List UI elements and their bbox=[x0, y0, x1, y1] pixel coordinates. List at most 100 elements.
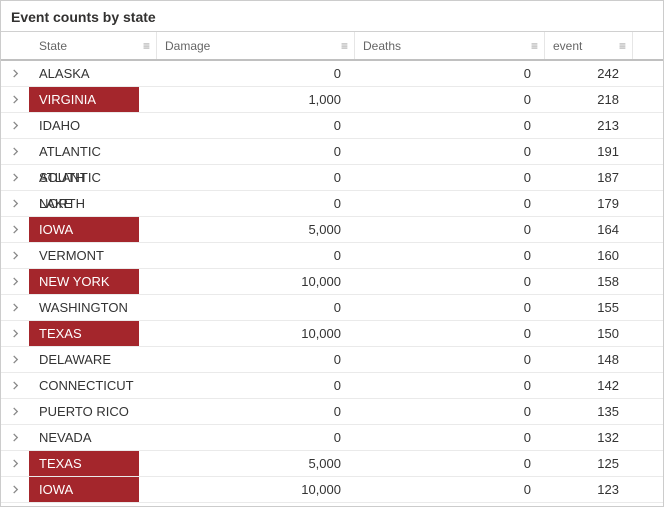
cell-event: 132 bbox=[545, 425, 633, 450]
cell-state: TEXAS bbox=[29, 451, 157, 476]
table-row[interactable]: IOWA10,0000123 bbox=[1, 477, 663, 503]
expand-icon[interactable] bbox=[1, 113, 29, 138]
header-state-label: State bbox=[39, 39, 67, 53]
cell-damage: 1,000 bbox=[157, 87, 355, 112]
cell-event: 148 bbox=[545, 347, 633, 372]
table-row[interactable]: ATLANTIC SOUTH00191 bbox=[1, 139, 663, 165]
table-row[interactable]: CONNECTICUT00142 bbox=[1, 373, 663, 399]
table-row[interactable]: TEXAS10,0000150 bbox=[1, 321, 663, 347]
table-row[interactable]: PUERTO RICO00135 bbox=[1, 399, 663, 425]
expand-icon[interactable] bbox=[1, 87, 29, 112]
results-panel: Event counts by state State ≡ Damage ≡ D… bbox=[0, 0, 664, 507]
cell-state: DELAWARE bbox=[29, 347, 157, 372]
cell-deaths: 0 bbox=[355, 191, 545, 216]
cell-deaths: 0 bbox=[355, 243, 545, 268]
header-damage-label: Damage bbox=[165, 39, 210, 53]
table-row[interactable]: ATLANTIC NORTH00187 bbox=[1, 165, 663, 191]
header-deaths[interactable]: Deaths ≡ bbox=[355, 32, 545, 59]
expand-icon[interactable] bbox=[1, 321, 29, 346]
expand-icon[interactable] bbox=[1, 373, 29, 398]
table-row[interactable]: DELAWARE00148 bbox=[1, 347, 663, 373]
expand-icon[interactable] bbox=[1, 191, 29, 216]
cell-damage: 0 bbox=[157, 425, 355, 450]
cell-tail bbox=[633, 113, 663, 138]
cell-event: 123 bbox=[545, 477, 633, 502]
cell-tail bbox=[633, 217, 663, 242]
cell-deaths: 0 bbox=[355, 373, 545, 398]
state-value: PUERTO RICO bbox=[29, 399, 139, 424]
menu-icon[interactable]: ≡ bbox=[531, 40, 538, 52]
data-grid: State ≡ Damage ≡ Deaths ≡ event ≡ ALASKA… bbox=[1, 31, 663, 503]
cell-damage: 10,000 bbox=[157, 269, 355, 294]
table-row[interactable]: LAKE MICHIGAN00179 bbox=[1, 191, 663, 217]
table-row[interactable]: WASHINGTON00155 bbox=[1, 295, 663, 321]
state-value: NEW YORK bbox=[29, 269, 139, 294]
table-row[interactable]: VERMONT00160 bbox=[1, 243, 663, 269]
cell-state: ATLANTIC NORTH bbox=[29, 165, 157, 190]
cell-state: PUERTO RICO bbox=[29, 399, 157, 424]
cell-damage: 10,000 bbox=[157, 321, 355, 346]
cell-tail bbox=[633, 425, 663, 450]
header-damage[interactable]: Damage ≡ bbox=[157, 32, 355, 59]
cell-deaths: 0 bbox=[355, 217, 545, 242]
cell-deaths: 0 bbox=[355, 295, 545, 320]
cell-tail bbox=[633, 477, 663, 502]
expand-icon[interactable] bbox=[1, 165, 29, 190]
cell-state: VERMONT bbox=[29, 243, 157, 268]
cell-tail bbox=[633, 269, 663, 294]
cell-damage: 0 bbox=[157, 347, 355, 372]
cell-tail bbox=[633, 451, 663, 476]
cell-state: CONNECTICUT bbox=[29, 373, 157, 398]
cell-damage: 0 bbox=[157, 113, 355, 138]
table-row[interactable]: ALASKA00242 bbox=[1, 61, 663, 87]
expand-icon[interactable] bbox=[1, 451, 29, 476]
table-row[interactable]: VIRGINIA1,0000218 bbox=[1, 87, 663, 113]
header-event[interactable]: event ≡ bbox=[545, 32, 633, 59]
grid-body: ALASKA00242VIRGINIA1,0000218IDAHO00213AT… bbox=[1, 61, 663, 503]
expand-icon[interactable] bbox=[1, 295, 29, 320]
menu-icon[interactable]: ≡ bbox=[619, 40, 626, 52]
cell-tail bbox=[633, 321, 663, 346]
menu-icon[interactable]: ≡ bbox=[143, 40, 150, 52]
table-row[interactable]: IDAHO00213 bbox=[1, 113, 663, 139]
cell-tail bbox=[633, 165, 663, 190]
header-deaths-label: Deaths bbox=[363, 39, 401, 53]
cell-state: IOWA bbox=[29, 217, 157, 242]
cell-deaths: 0 bbox=[355, 451, 545, 476]
cell-state: ALASKA bbox=[29, 61, 157, 86]
cell-deaths: 0 bbox=[355, 425, 545, 450]
cell-tail bbox=[633, 61, 663, 86]
cell-event: 179 bbox=[545, 191, 633, 216]
header-event-label: event bbox=[553, 39, 582, 53]
expand-icon[interactable] bbox=[1, 61, 29, 86]
cell-damage: 0 bbox=[157, 191, 355, 216]
expand-icon[interactable] bbox=[1, 217, 29, 242]
cell-damage: 0 bbox=[157, 139, 355, 164]
cell-state: NEVADA bbox=[29, 425, 157, 450]
cell-deaths: 0 bbox=[355, 139, 545, 164]
expand-icon[interactable] bbox=[1, 347, 29, 372]
cell-deaths: 0 bbox=[355, 87, 545, 112]
cell-tail bbox=[633, 347, 663, 372]
cell-damage: 0 bbox=[157, 399, 355, 424]
cell-event: 155 bbox=[545, 295, 633, 320]
cell-deaths: 0 bbox=[355, 477, 545, 502]
expand-icon[interactable] bbox=[1, 399, 29, 424]
expand-icon[interactable] bbox=[1, 243, 29, 268]
header-expand-spacer bbox=[1, 32, 29, 59]
cell-state: VIRGINIA bbox=[29, 87, 157, 112]
table-row[interactable]: TEXAS5,0000125 bbox=[1, 451, 663, 477]
expand-icon[interactable] bbox=[1, 269, 29, 294]
cell-damage: 0 bbox=[157, 295, 355, 320]
expand-icon[interactable] bbox=[1, 139, 29, 164]
cell-state: WASHINGTON bbox=[29, 295, 157, 320]
table-row[interactable]: NEVADA00132 bbox=[1, 425, 663, 451]
table-row[interactable]: NEW YORK10,0000158 bbox=[1, 269, 663, 295]
cell-event: 158 bbox=[545, 269, 633, 294]
header-state[interactable]: State ≡ bbox=[29, 32, 157, 59]
table-row[interactable]: IOWA5,0000164 bbox=[1, 217, 663, 243]
expand-icon[interactable] bbox=[1, 425, 29, 450]
state-value: WASHINGTON bbox=[29, 295, 139, 320]
menu-icon[interactable]: ≡ bbox=[341, 40, 348, 52]
expand-icon[interactable] bbox=[1, 477, 29, 502]
